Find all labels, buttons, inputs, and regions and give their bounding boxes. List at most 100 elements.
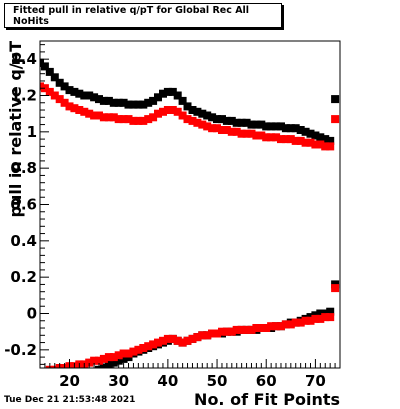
data-point-series2-100 xyxy=(227,327,236,336)
data-point-series2-23 xyxy=(149,113,158,122)
data-point-series1-40 xyxy=(232,118,241,127)
data-point-series2-14 xyxy=(104,113,113,122)
data-point-series1-30 xyxy=(183,102,192,111)
data-point-series1-57 xyxy=(316,133,325,142)
x-tick-label: 50 xyxy=(207,372,228,390)
data-point-series1-20 xyxy=(134,100,143,109)
data-point-series2-117 xyxy=(311,314,320,323)
data-point-series2-13 xyxy=(99,113,108,122)
x-tick-label: 70 xyxy=(305,372,326,390)
data-point-series2-90 xyxy=(178,338,187,347)
data-point-series1-33 xyxy=(198,109,207,118)
data-point-series2-110 xyxy=(277,322,285,331)
data-point-series1-17 xyxy=(119,98,128,107)
data-point-series1-48 xyxy=(272,122,281,131)
data-point-series2-118 xyxy=(316,314,325,323)
data-point-series1-16 xyxy=(114,98,123,107)
data-point-series1-52 xyxy=(291,124,300,133)
data-point-series1-72 xyxy=(90,369,98,377)
data-point-series2-43 xyxy=(247,129,256,138)
data-point-series2-6 xyxy=(65,102,74,111)
data-point-series2-105 xyxy=(252,324,261,332)
data-point-series2-120 xyxy=(326,313,335,322)
data-point-series1-47 xyxy=(267,122,276,131)
data-point-series1-43 xyxy=(247,120,256,129)
y-axis: -0.2 0 0.2 0.4 0.6 0.8 1 1.2 1.4 xyxy=(4,44,49,365)
data-point-series2-36 xyxy=(213,124,221,133)
data-point-series2-94 xyxy=(198,331,207,340)
data-point-series2-15 xyxy=(109,113,118,122)
data-point-series2-51 xyxy=(286,135,295,144)
data-point-series2-42 xyxy=(242,129,251,138)
data-point-series1-23 xyxy=(149,96,158,105)
data-point-series1-27 xyxy=(168,87,177,96)
data-point-series1-38 xyxy=(222,116,231,125)
data-point-series2-22 xyxy=(144,115,153,124)
data-point-series2-86 xyxy=(159,336,167,345)
data-point-series2-3 xyxy=(50,91,59,100)
data-point-series1-28 xyxy=(173,91,182,100)
data-point-series2-111 xyxy=(281,320,290,329)
y-tick-label: 1 xyxy=(27,123,37,141)
data-point-series2-35 xyxy=(208,124,217,133)
data-point-series1-18 xyxy=(124,100,133,109)
data-point-series2-26 xyxy=(163,106,172,114)
data-point-series1-76 xyxy=(109,358,118,367)
data-point-series2-106 xyxy=(257,324,266,332)
data-point-series1-118 xyxy=(316,309,325,318)
data-point-series1-44 xyxy=(252,120,261,129)
data-point-series2-82 xyxy=(139,344,148,352)
data-point-series2-11 xyxy=(90,111,99,120)
data-point-series2-78 xyxy=(119,349,128,358)
y-tick-label: 0 xyxy=(27,305,37,323)
data-point-series2-81 xyxy=(134,345,143,354)
data-point-series2-24 xyxy=(154,109,162,118)
data-point-series2-28 xyxy=(173,107,182,116)
data-point-series2-104 xyxy=(247,325,256,334)
data-point-series2-56 xyxy=(311,140,320,149)
data-point-series1-26 xyxy=(163,87,172,96)
data-point-series1-7 xyxy=(70,87,79,96)
data-point-series2-115 xyxy=(301,316,310,325)
data-point-series2-37 xyxy=(218,126,226,134)
data-point-series1-21 xyxy=(139,100,148,109)
data-point-series1-3 xyxy=(50,73,59,82)
data-point-series1-11 xyxy=(90,93,99,102)
x-axis-label: No. of Fit Points xyxy=(194,390,340,409)
data-point-series2-87 xyxy=(163,334,172,343)
data-point-series1-62 xyxy=(41,379,49,387)
data-point-series2-25 xyxy=(159,107,167,116)
data-point-series2-16 xyxy=(114,115,123,124)
data-point-series2-49 xyxy=(277,135,285,144)
data-point-series2-72 xyxy=(90,356,99,365)
x-tick-label: 40 xyxy=(157,372,178,390)
data-point-series2-75 xyxy=(104,353,113,362)
data-point-series2-34 xyxy=(203,122,212,131)
data-point-series2-19 xyxy=(129,116,138,125)
data-point-series2-20 xyxy=(134,116,143,125)
data-point-series1-54 xyxy=(301,127,310,136)
data-point-series2-113 xyxy=(291,318,300,327)
data-point-series2-21 xyxy=(139,116,148,125)
data-point-series1-37 xyxy=(218,115,226,124)
data-point-series2-99 xyxy=(222,327,231,336)
data-point-series2-30 xyxy=(183,115,192,124)
data-point-series1-63 xyxy=(46,377,54,385)
data-point-series2-7 xyxy=(70,104,79,113)
data-point-series1-49 xyxy=(277,122,285,131)
data-point-series1-60 xyxy=(331,95,340,104)
data-point-series2-44 xyxy=(252,131,261,140)
data-point-series2-108 xyxy=(267,322,276,331)
data-point-series2-40 xyxy=(232,127,241,136)
data-point-series1-51 xyxy=(286,124,295,133)
x-tick-label: 60 xyxy=(256,372,277,390)
data-point-series2-83 xyxy=(144,342,153,351)
data-point-series2-27 xyxy=(168,106,177,114)
data-point-series2-114 xyxy=(296,318,305,327)
data-point-series1-9 xyxy=(80,91,89,100)
data-point-series1-14 xyxy=(104,96,113,105)
data-point-series2-74 xyxy=(99,354,108,363)
y-tick-label: 0.2 xyxy=(10,268,37,286)
data-point-series2-89 xyxy=(173,336,182,345)
data-point-series2-119 xyxy=(321,313,330,322)
